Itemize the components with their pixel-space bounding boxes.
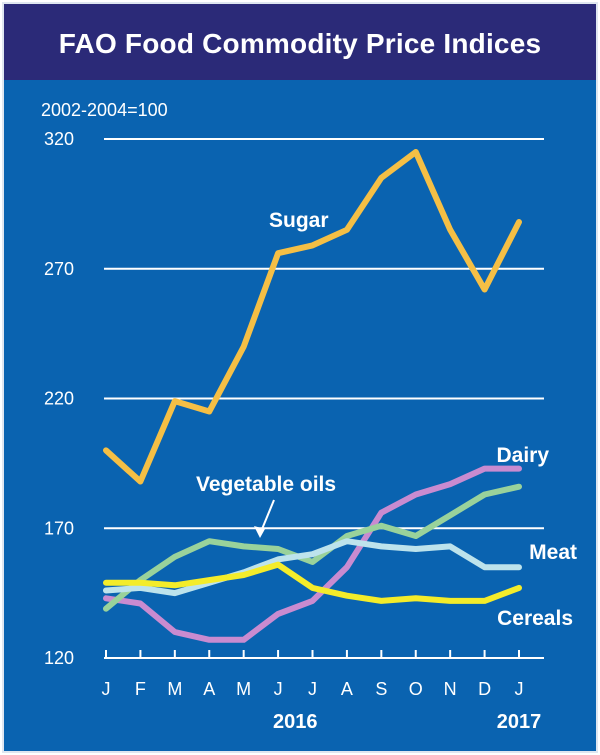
- annotation-arrow-head: [254, 526, 265, 538]
- x-tick-label: F: [135, 679, 146, 699]
- x-tick-label: S: [375, 679, 387, 699]
- x-tick-label: A: [203, 679, 215, 699]
- y-tick-label: 120: [44, 648, 74, 668]
- series-label-dairy: Dairy: [496, 444, 549, 467]
- x-tick-label: M: [236, 679, 251, 699]
- series-line-vegetable-oils: [103, 483, 522, 612]
- series-line-sugar: [103, 149, 522, 485]
- y-tick-label: 320: [44, 129, 74, 149]
- line-chart: 2002-2004=100 120 170 220 270 320 J F M A M J J A S O N D…: [41, 100, 577, 733]
- year-label: 2017: [497, 711, 542, 733]
- year-label: 2016: [273, 711, 318, 733]
- x-tick-label: J: [274, 679, 283, 699]
- x-tick-label: O: [409, 679, 423, 699]
- x-tick-label: D: [478, 679, 491, 699]
- series-label-cereals: Cereals: [497, 607, 573, 630]
- annotation-vegetable-oils: Vegetable oils: [196, 473, 336, 496]
- chart-subtitle: 2002-2004=100: [41, 100, 168, 120]
- x-tick-label: J: [308, 679, 317, 699]
- chart-title: FAO Food Commodity Price Indices: [58, 28, 542, 59]
- series-line-meat: [103, 538, 522, 597]
- x-tick-label: A: [341, 679, 353, 699]
- x-tick-label: J: [102, 679, 111, 699]
- series-label-sugar: Sugar: [269, 209, 329, 232]
- title-bar: FAO Food Commodity Price Indices: [4, 4, 596, 80]
- y-tick-label: 170: [44, 518, 74, 538]
- x-tick-label: M: [167, 679, 182, 699]
- series-line-cereals: [103, 561, 522, 604]
- x-tick-label: N: [444, 679, 457, 699]
- y-tick-label: 220: [44, 389, 74, 409]
- series-label-meat: Meat: [529, 541, 577, 564]
- x-tick-label: J: [515, 679, 524, 699]
- y-tick-label: 270: [44, 259, 74, 279]
- series-line-dairy: [103, 465, 522, 643]
